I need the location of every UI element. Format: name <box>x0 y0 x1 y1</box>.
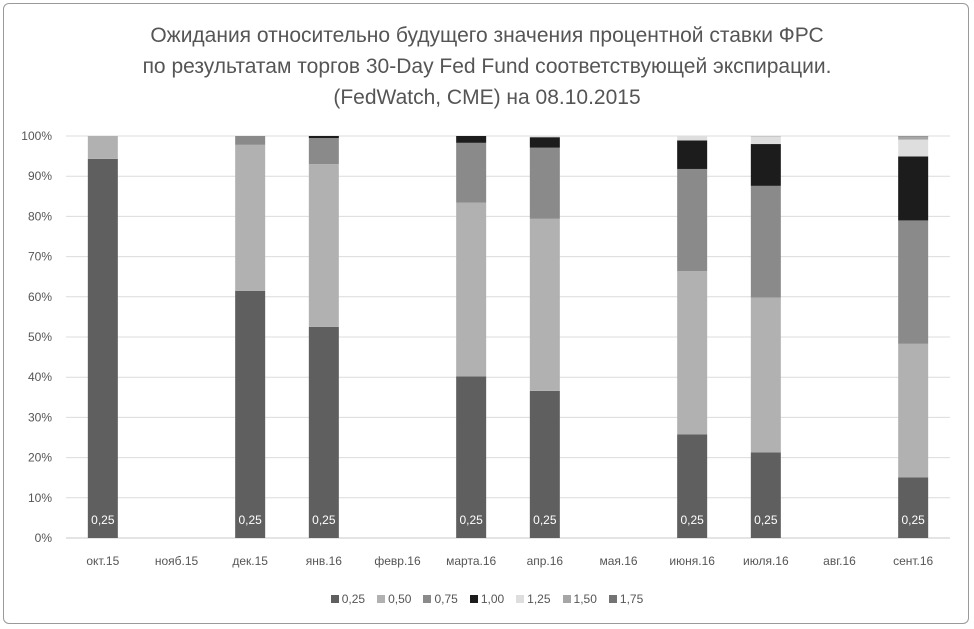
bar-segment <box>898 139 929 157</box>
bar-segment <box>677 140 708 169</box>
y-tick-label: 50% <box>28 330 52 344</box>
y-tick-label: 60% <box>28 290 52 304</box>
bar-segment <box>235 136 266 145</box>
chart-title: Ожидания относительно будущего значения … <box>0 20 974 113</box>
x-tick-label: дек.15 <box>232 554 268 568</box>
x-tick-label: февр.16 <box>374 554 421 568</box>
legend-item: 1,00 <box>469 592 505 606</box>
x-tick-label: сент.16 <box>893 554 933 568</box>
y-tick-label: 100% <box>21 129 52 143</box>
x-tick-label: окт.15 <box>86 554 119 568</box>
legend: 0,25 0,50 0,75 1,00 1,25 1,50 1,75 <box>0 592 974 606</box>
bar-segment <box>529 137 560 148</box>
legend-swatch <box>516 595 525 603</box>
y-tick-label: 70% <box>28 250 52 264</box>
bar-segment <box>898 156 929 221</box>
bar-segment <box>87 136 118 159</box>
legend-label: 1,00 <box>480 592 505 606</box>
bar-segment <box>308 326 339 538</box>
data-label: 0,25 <box>238 513 262 527</box>
bar-segment <box>750 452 781 538</box>
y-tick-label: 30% <box>28 410 52 424</box>
legend-item: 1,50 <box>562 592 597 606</box>
legend-item: 1,75 <box>608 592 644 606</box>
bar-segment <box>456 202 487 377</box>
legend-swatch <box>377 595 386 603</box>
legend-label: 0,25 <box>341 592 366 606</box>
bar-segment <box>898 136 929 140</box>
bar-segment <box>529 218 560 391</box>
legend-item: 0,75 <box>423 592 458 606</box>
bar-segment <box>898 343 929 478</box>
bar-segment <box>750 185 781 298</box>
data-label: 0,25 <box>91 513 115 527</box>
legend-swatch <box>608 595 617 603</box>
bar-segment <box>677 136 708 141</box>
legend-swatch <box>562 595 571 603</box>
legend-swatch <box>469 595 478 603</box>
bar-segment <box>750 297 781 453</box>
y-tick-label: 80% <box>28 209 52 223</box>
bar-segment <box>308 138 339 165</box>
y-axis-ticks: 0% 10% 20% 30% 40% 50% 60% 70% 80% 90% 100% <box>21 129 52 545</box>
bar-segment <box>677 434 708 538</box>
bar-segment <box>456 376 487 538</box>
legend-label: 1,75 <box>619 592 644 606</box>
chart-title-line-3: (FedWatch, CME) на 08.10.2015 <box>333 86 641 109</box>
legend-item: 0,25 <box>330 592 366 606</box>
bar-segment <box>308 136 339 139</box>
data-label: 0,25 <box>459 513 483 527</box>
legend-swatch <box>423 595 432 603</box>
x-tick-label: нояб.15 <box>155 554 199 568</box>
bar-segment <box>529 136 560 138</box>
legend-swatch <box>330 595 339 603</box>
bar-segment <box>87 158 118 538</box>
x-axis-ticks: окт.15 нояб.15 дек.15 янв.16 февр.16 марта.16… <box>86 554 933 568</box>
legend-item: 1,25 <box>516 592 551 606</box>
y-tick-label: 90% <box>28 169 52 183</box>
gridlines <box>66 135 950 539</box>
y-tick-label: 0% <box>35 531 53 545</box>
bar-segment <box>529 147 560 219</box>
legend-item: 0,50 <box>377 592 411 606</box>
x-tick-label: мая.16 <box>599 554 637 568</box>
data-label: 0,25 <box>312 513 336 527</box>
bar-segment <box>235 290 266 538</box>
legend-label: 0,75 <box>434 592 458 606</box>
bar-segment <box>750 144 781 186</box>
bar-segment <box>750 136 781 145</box>
data-label: 0,25 <box>680 513 704 527</box>
bar-segment <box>456 136 487 143</box>
bar-segment <box>529 390 560 538</box>
data-label: 0,25 <box>533 513 557 527</box>
x-tick-label: июня.16 <box>669 554 715 568</box>
bar-segment <box>456 142 487 203</box>
x-tick-label: янв.16 <box>306 554 343 568</box>
x-tick-label: марта.16 <box>446 554 496 568</box>
data-label: 0,25 <box>901 513 925 527</box>
legend-label: 1,25 <box>527 592 551 606</box>
legend-label: 0,50 <box>388 592 412 606</box>
bar-segment <box>235 144 266 291</box>
chart-title-line-2: по результатам торгов 30-Day Fed Fund со… <box>142 55 832 78</box>
x-tick-label: июля.16 <box>743 554 789 568</box>
legend-label: 1,50 <box>573 592 597 606</box>
y-tick-label: 40% <box>28 370 52 384</box>
bars: 0,25 0,25 0,25 0,25 0,25 0,25 0,25 0,25 <box>87 136 929 538</box>
bar-segment <box>898 477 929 538</box>
bar-segment <box>308 164 339 327</box>
y-tick-label: 20% <box>28 451 52 465</box>
y-tick-label: 10% <box>28 491 52 505</box>
x-tick-label: апр.16 <box>527 554 564 568</box>
x-tick-label: авг.16 <box>823 554 856 568</box>
data-label: 0,25 <box>754 513 778 527</box>
bar-segment <box>898 220 929 344</box>
bar-segment <box>677 271 708 435</box>
bar-segment <box>677 168 708 272</box>
chart-title-line-1: Ожидания относительно будущего значения … <box>150 24 824 47</box>
